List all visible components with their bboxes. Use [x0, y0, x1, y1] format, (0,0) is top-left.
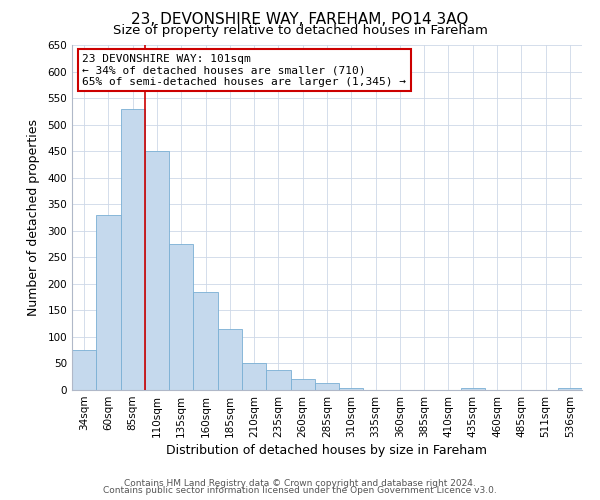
Bar — [218, 329, 242, 390]
Text: Size of property relative to detached houses in Fareham: Size of property relative to detached ho… — [113, 24, 487, 37]
Text: 23, DEVONSHIRE WAY, FAREHAM, PO14 3AQ: 23, DEVONSHIRE WAY, FAREHAM, PO14 3AQ — [131, 12, 469, 28]
Bar — [193, 292, 218, 390]
Bar — [339, 388, 364, 390]
X-axis label: Distribution of detached houses by size in Fareham: Distribution of detached houses by size … — [167, 444, 487, 457]
Bar — [266, 370, 290, 390]
Bar — [461, 388, 485, 390]
Bar — [290, 380, 315, 390]
Bar — [72, 350, 96, 390]
Text: Contains HM Land Registry data © Crown copyright and database right 2024.: Contains HM Land Registry data © Crown c… — [124, 478, 476, 488]
Bar — [96, 215, 121, 390]
Bar — [145, 151, 169, 390]
Bar — [169, 244, 193, 390]
Bar — [558, 388, 582, 390]
Bar — [121, 108, 145, 390]
Text: Contains public sector information licensed under the Open Government Licence v3: Contains public sector information licen… — [103, 486, 497, 495]
Text: 23 DEVONSHIRE WAY: 101sqm
← 34% of detached houses are smaller (710)
65% of semi: 23 DEVONSHIRE WAY: 101sqm ← 34% of detac… — [82, 54, 406, 87]
Y-axis label: Number of detached properties: Number of detached properties — [28, 119, 40, 316]
Bar — [315, 383, 339, 390]
Bar — [242, 364, 266, 390]
